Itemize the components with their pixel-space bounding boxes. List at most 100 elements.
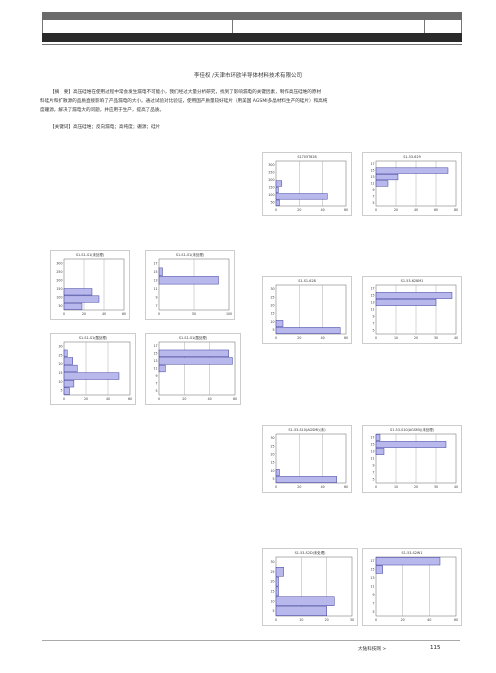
y-tick-label: 250: [268, 170, 274, 174]
chart-svg: S1-53-S10(AGSMI)(未) 0 20 40 60 30 25 20 15 10 5: [262, 425, 352, 493]
y-tick-label: 13: [153, 278, 157, 282]
chart-2: S1-53-629 0 20 40 60 80 17 15 13 11 9 7 5: [362, 152, 462, 216]
y-tick-label: 30: [270, 436, 274, 440]
y-tick-label: 300: [56, 261, 62, 265]
bar: [275, 327, 341, 334]
y-tick-label: 25: [270, 444, 274, 448]
y-tick-label: 15: [270, 312, 274, 316]
chart-title: S1-53-S2D(未处理): [295, 550, 326, 555]
y-tick-label: 7: [155, 382, 157, 386]
x-tick-label: 60: [128, 397, 132, 401]
y-tick-label: 10: [270, 320, 274, 324]
x-tick-label: 20: [297, 208, 301, 212]
y-tick-label: 200: [56, 278, 62, 282]
y-tick-label: 5: [372, 610, 374, 614]
y-tick-label: 17: [370, 436, 374, 440]
y-tick-label: 9: [372, 315, 374, 319]
chart-title: S1-53-628M1: [401, 279, 424, 283]
x-tick-label: 0: [375, 336, 377, 340]
page-number: 115: [430, 645, 441, 651]
bar: [158, 349, 229, 357]
x-tick-label: 60: [344, 485, 348, 489]
x-tick-label: 100: [226, 312, 232, 316]
header-column-grid: [42, 20, 462, 42]
bar: [63, 387, 70, 395]
bar: [275, 469, 280, 476]
y-tick-label: 11: [370, 585, 374, 589]
y-tick-label: 5: [372, 329, 374, 333]
chart-svg: S1-S1-S1(未处理) 0 50 100 17 15 13 11 9 7: [145, 250, 235, 320]
y-tick-label: 10: [270, 599, 274, 603]
y-tick-label: 25: [270, 295, 274, 299]
x-tick-label: 20: [414, 336, 418, 340]
bar: [375, 434, 381, 441]
x-tick-label: 10: [394, 336, 398, 340]
bar: [158, 267, 163, 276]
bar: [375, 174, 399, 181]
y-tick-label: 5: [372, 201, 374, 205]
bar: [158, 276, 219, 285]
x-tick-label: 30: [350, 618, 354, 622]
y-tick-label: 11: [370, 457, 374, 461]
chart-9: S1-53-S10(AGSMI)(未) 0 20 40 60 30 25 20 15 10 5: [262, 425, 352, 493]
abstract-line: 【摘 要】高压硅堆在使用过程中常会发生漏电不可能小，我们经过大量分析研究，找到了…: [50, 90, 322, 95]
y-tick-label: 17: [153, 344, 157, 348]
x-tick-label: 20: [297, 485, 301, 489]
bar: [375, 292, 453, 299]
author-line: 李佳权 /天津市环欧半导体材料技术有限公司: [193, 73, 303, 79]
chart-svg: S1-53-S2D(未处理) 0 10 20 30 30 25 20 15 10 5: [262, 548, 358, 626]
y-tick-label: 7: [372, 194, 374, 198]
x-tick-label: 20: [84, 397, 88, 401]
bar: [275, 596, 335, 606]
plot-area: [275, 556, 353, 617]
y-tick-label: 5: [272, 477, 274, 481]
x-tick-label: 0: [275, 618, 277, 622]
x-tick-label: 60: [233, 397, 237, 401]
x-tick-label: 40: [321, 485, 325, 489]
y-tick-label: 9: [155, 295, 157, 299]
y-tick-label: 15: [370, 568, 374, 572]
x-tick-label: 0: [275, 336, 277, 340]
x-tick-label: 40: [208, 397, 212, 401]
x-tick-label: 20: [297, 336, 301, 340]
x-tick-label: 0: [63, 397, 65, 401]
y-tick-label: 13: [153, 359, 157, 363]
chart-7: S1-S1-S1(酸处理) 0 20 40 60 30 25 20 15 10 5: [50, 333, 136, 405]
bar: [275, 576, 279, 587]
bar: [63, 295, 100, 303]
x-tick-label: 60: [344, 208, 348, 212]
y-tick-label: 20: [58, 362, 62, 366]
chart-4: S1-S1-S1(未处理) 0 50 100 17 15 13 11 9 7: [145, 250, 235, 320]
y-tick-label: 17: [153, 261, 157, 265]
bar: [275, 567, 284, 577]
x-tick-label: 60: [454, 618, 458, 622]
bar: [375, 180, 389, 187]
x-tick-label: 20: [401, 618, 405, 622]
bar: [275, 476, 337, 483]
chart-svg: S1-S1-S1(酸处理) 0 20 40 60 17 15 13 11 9 7 5: [145, 333, 241, 405]
x-tick-label: 40: [106, 397, 110, 401]
bar: [275, 586, 279, 597]
chart-title: S1-53-629: [403, 155, 421, 159]
y-tick-label: 100: [268, 193, 274, 197]
y-tick-label: 5: [60, 389, 62, 393]
y-tick-label: 7: [372, 471, 374, 475]
chart-title: S1-53-S10(AGSMI)(未处理): [390, 427, 435, 432]
bar: [158, 357, 233, 365]
x-tick-label: 30: [434, 485, 438, 489]
chart-title: S1-S1-S1(未处理): [76, 252, 105, 257]
y-tick-label: 9: [372, 188, 374, 192]
bar: [63, 357, 74, 365]
chart-svg: S1-S1-S1(未处理) 0 20 40 60 300 250 200 150 100 50: [50, 250, 130, 320]
y-tick-label: 30: [58, 344, 62, 348]
bar: [375, 557, 441, 566]
chart-title: S1-S1-S1(酸处理): [179, 335, 208, 340]
chart-12: S1-53-S2W1 0 20 40 60 17 15 13 11 9 7 5: [362, 548, 462, 626]
x-tick-label: 40: [102, 312, 106, 316]
chart-svg: S1-53-628M1 0 10 20 30 40 17 15 13 11 9 7 5: [362, 276, 462, 344]
x-tick-label: 20: [414, 485, 418, 489]
y-tick-label: 7: [372, 601, 374, 605]
x-tick-label: 0: [63, 312, 65, 316]
bar: [275, 199, 280, 206]
y-tick-label: 30: [270, 560, 274, 564]
